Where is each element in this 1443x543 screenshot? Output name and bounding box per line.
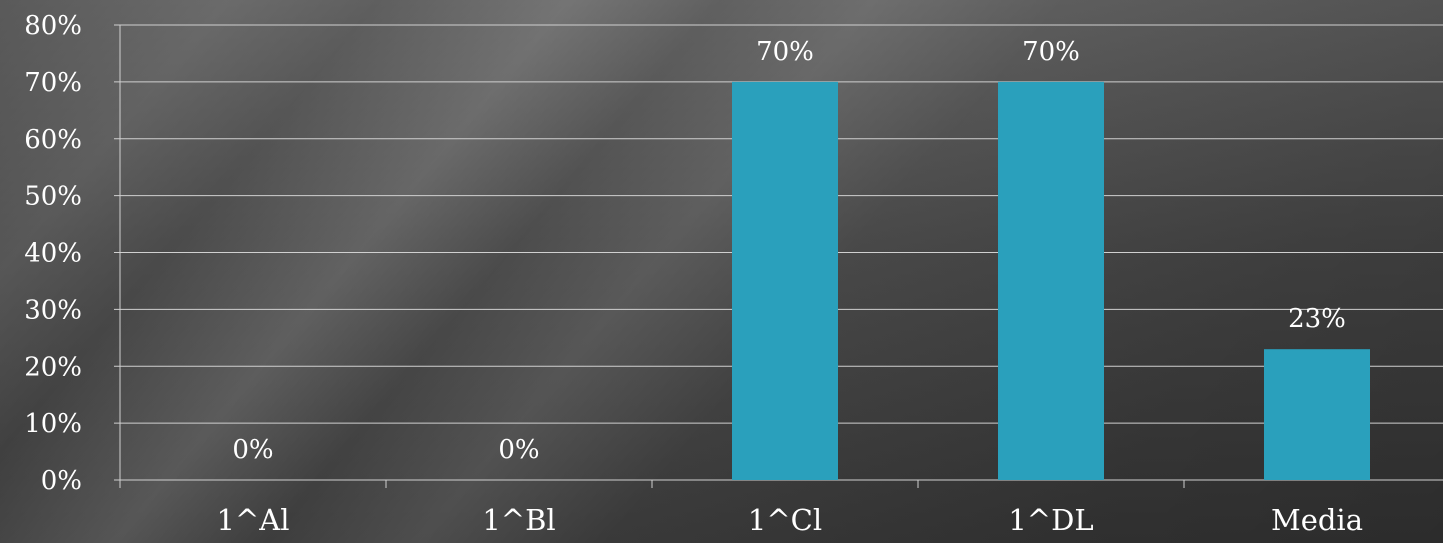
y-tick-label: 60%	[24, 125, 82, 155]
data-label: 0%	[232, 435, 273, 465]
data-label: 23%	[1288, 304, 1346, 334]
x-category-label: 1^Bl	[482, 503, 555, 537]
bar	[998, 81, 1104, 480]
bars	[732, 81, 1370, 480]
bar	[1264, 349, 1370, 480]
data-label: 70%	[1022, 37, 1080, 67]
data-label: 70%	[756, 37, 814, 67]
y-tick-label: 80%	[24, 11, 82, 41]
x-category-label: Media	[1271, 503, 1363, 537]
x-category-label: 1^Cl	[748, 503, 822, 537]
x-category-label: 1^DL	[1008, 503, 1093, 537]
y-tick-label: 70%	[24, 68, 82, 98]
x-category-label: 1^Al	[217, 503, 290, 537]
y-tick-label: 10%	[24, 409, 82, 439]
bar	[732, 81, 838, 480]
y-tick-label: 30%	[24, 295, 82, 325]
labels: 0% 10% 20% 30% 40% 50% 60% 70% 80% 0% 1^Al 0% 1^Bl 70…	[24, 11, 1363, 537]
y-tick-label: 20%	[24, 352, 82, 382]
y-tick-label: 0%	[41, 466, 82, 496]
data-label: 0%	[498, 435, 539, 465]
y-tick-label: 50%	[24, 182, 82, 212]
y-tick-label: 40%	[24, 239, 82, 269]
